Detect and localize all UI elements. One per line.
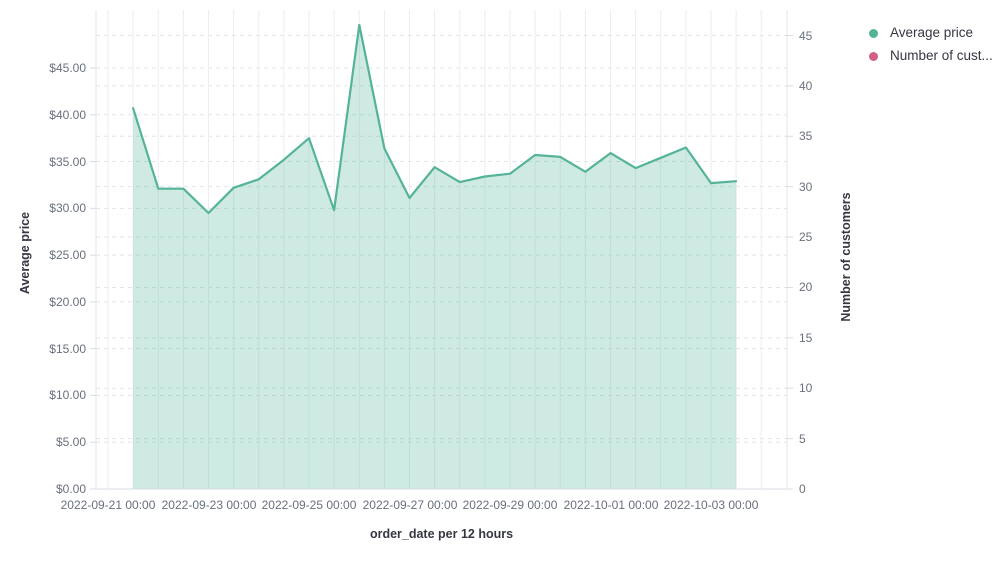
legend-item-label: Average price [890, 25, 974, 40]
series-area-average-price [133, 25, 737, 489]
right-axis-tick-label: 0 [799, 482, 806, 496]
left-axis-tick-label: $35.00 [49, 155, 86, 169]
left-axis-tick-label: $0.00 [55, 482, 86, 496]
right-axis-tick-label: 5 [799, 432, 806, 446]
left-axis-tick-label: $10.00 [49, 388, 86, 402]
right-axis-tick-label: 40 [799, 79, 813, 93]
left-axis-title: Average price [18, 211, 32, 295]
x-axis-tick-label: 2022-09-23 00:00 [161, 498, 257, 512]
legend: Average price Number of cust... [869, 26, 993, 72]
left-axis-tick-label: $5.00 [55, 435, 86, 449]
right-axis-tick-label: 25 [799, 230, 813, 244]
right-axis-tick-label: 15 [799, 331, 813, 345]
legend-series-dot-icon [869, 28, 878, 38]
x-axis-tick-label: 2022-09-21 00:00 [60, 498, 156, 512]
left-axis-tick-label: $40.00 [49, 108, 86, 122]
left-axis-tick-label: $45.00 [49, 61, 86, 75]
legend-series-dot-icon [869, 51, 878, 61]
x-axis-tick-label: 2022-09-27 00:00 [362, 498, 458, 512]
legend-item-number-of-customers[interactable]: Number of cust... [869, 49, 993, 63]
right-axis-tick-label: 30 [799, 180, 813, 194]
x-axis-tick-label: 2022-09-25 00:00 [261, 498, 357, 512]
legend-item-average-price[interactable]: Average price [869, 26, 993, 40]
right-axis-tick-label: 45 [799, 29, 813, 43]
right-axis-tick-label: 20 [799, 280, 813, 294]
right-axis-tick-label: 35 [799, 129, 813, 143]
series-line-average-price [132, 23, 738, 215]
left-axis-tick-label: $15.00 [49, 342, 86, 356]
x-axis-tick-label: 2022-10-03 00:00 [663, 498, 759, 512]
x-axis-title: order_date per 12 hours [369, 527, 514, 541]
legend-item-label: Number of cust... [890, 48, 993, 63]
x-axis-tick-label: 2022-09-29 00:00 [462, 498, 558, 512]
left-axis-tick-label: $30.00 [49, 201, 86, 215]
right-axis-title: Number of customers [839, 192, 853, 322]
x-axis-tick-label: 2022-10-01 00:00 [563, 498, 659, 512]
left-axis-tick-label: $20.00 [49, 295, 86, 309]
left-axis-tick-label: $25.00 [49, 248, 86, 262]
right-axis-tick-label: 10 [799, 381, 813, 395]
